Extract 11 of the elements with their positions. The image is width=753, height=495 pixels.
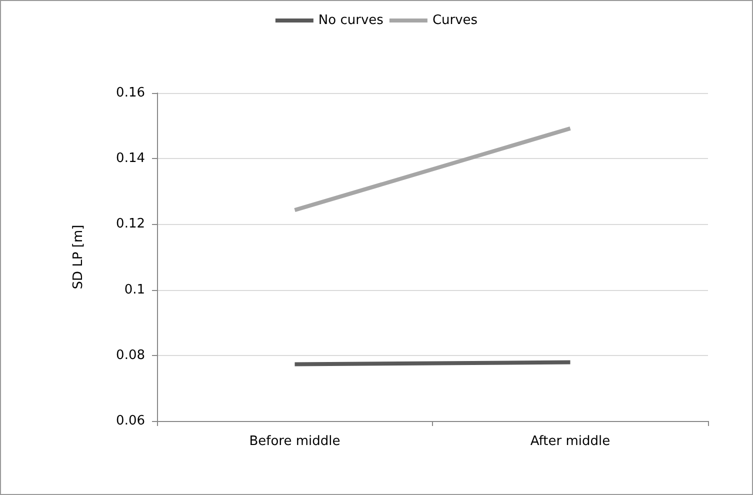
legend-label: Curves xyxy=(432,13,478,28)
legend-label: No curves xyxy=(318,13,384,28)
y-tick-label: 0.1 xyxy=(124,282,145,298)
y-tick-label: 0.08 xyxy=(116,348,145,363)
y-tick-label: 0.16 xyxy=(116,86,145,100)
y-tick-label: 0.06 xyxy=(116,414,145,428)
y-axis-title: SD LP [m] xyxy=(71,224,86,290)
y-tick-label: 0.14 xyxy=(116,151,145,166)
x-tick-label: Before middle xyxy=(249,434,340,449)
x-tick-label: After middle xyxy=(530,434,610,449)
y-tick-label: 0.12 xyxy=(116,216,145,232)
